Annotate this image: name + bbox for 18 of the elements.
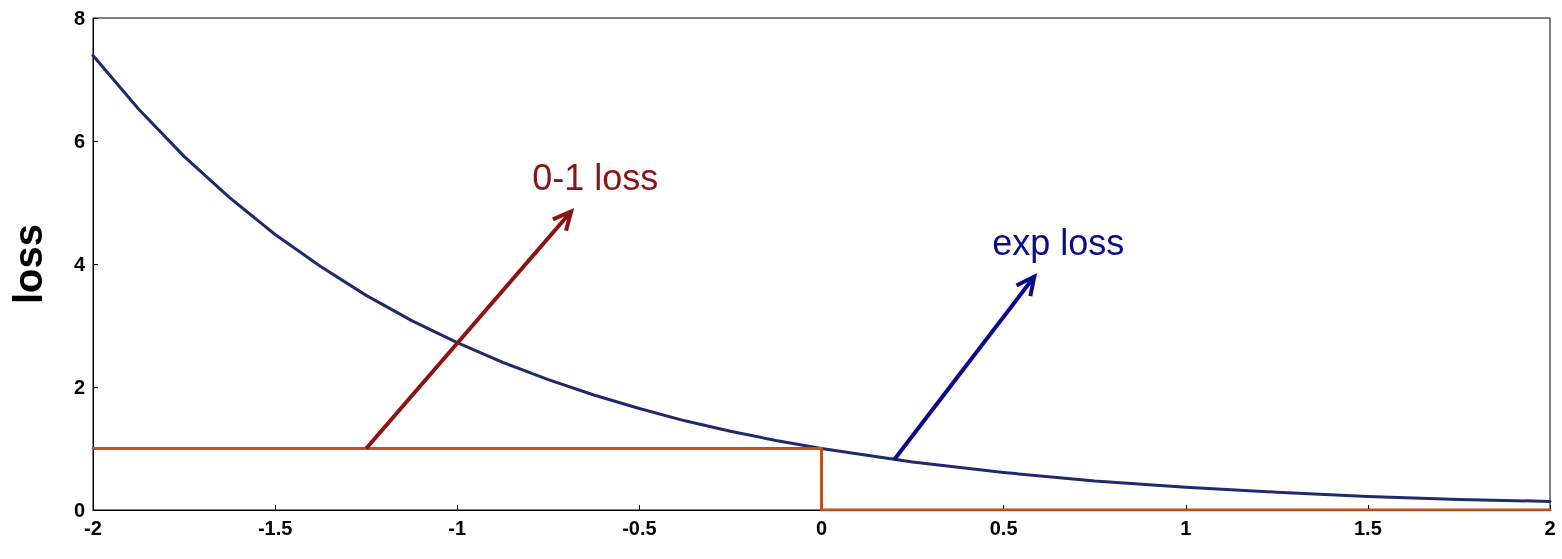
y-tick-label: 4 [73,253,86,275]
x-tick-label: 2 [1544,517,1556,539]
x-tick-label: -1 [448,517,467,539]
annotation: 0-1 loss [532,156,659,198]
x-tick-label: 1.5 [1353,517,1382,539]
y-tick-label: 6 [73,130,85,152]
y-tick-label: 0 [73,499,85,521]
x-tick-label: -2 [84,517,102,539]
annotation: exp loss [992,221,1125,263]
x-tick-label: 0.5 [989,517,1018,539]
x-tick-label: -0.5 [622,517,657,539]
y-axis-title: loss [6,223,50,305]
x-tick-label: -1.5 [257,517,293,539]
y-tick-label: 2 [73,376,85,398]
line-series [91,54,1552,503]
y-tick-label: 8 [73,7,85,29]
x-tick-label: 1 [1180,517,1192,539]
x-tick-label: 0 [815,517,828,539]
